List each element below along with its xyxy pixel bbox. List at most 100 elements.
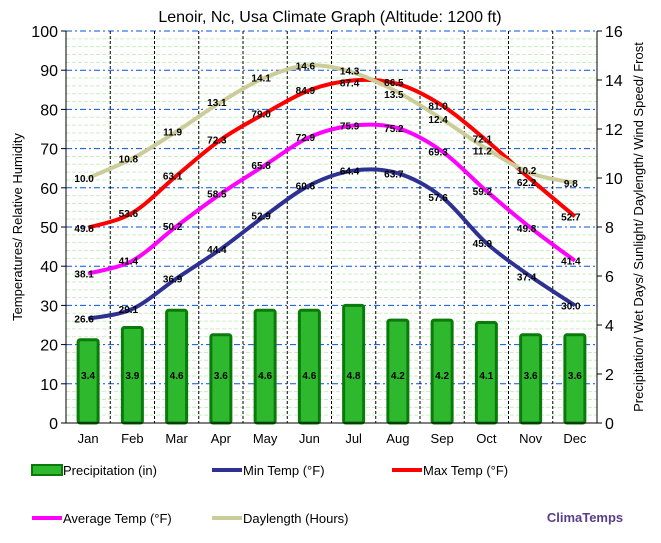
- data-label: 72.3: [207, 136, 227, 147]
- data-label: 14.3: [340, 67, 360, 78]
- y-tick-label-right: 0: [605, 416, 614, 433]
- legend-label: Max Temp (°F): [423, 463, 508, 478]
- x-tick-label: Feb: [121, 431, 143, 446]
- y-tick-label-right: 14: [605, 73, 623, 90]
- data-label: 30.0: [561, 301, 581, 312]
- y-tick-label-right: 16: [605, 24, 623, 41]
- data-label: 41.4: [561, 257, 581, 268]
- x-tick-label: Nov: [519, 431, 543, 446]
- data-label: 13.1: [207, 98, 227, 109]
- data-label: 50.2: [163, 222, 183, 233]
- data-label: 10.8: [119, 154, 139, 165]
- data-label: 49.8: [74, 224, 94, 235]
- brand-logo: ClimaTemps: [547, 510, 623, 525]
- y-tick-label-left: 70: [40, 142, 58, 159]
- precipitation-bar: [342, 303, 366, 425]
- x-tick-label: May: [253, 431, 278, 446]
- data-label: 37.4: [517, 272, 537, 283]
- data-label: 29.1: [119, 305, 139, 316]
- data-label: 69.3: [428, 147, 448, 158]
- x-tick-label: Jun: [299, 431, 320, 446]
- x-tick-label: Jul: [345, 431, 362, 446]
- x-tick-label: Mar: [165, 431, 188, 446]
- x-tick-label: Oct: [476, 431, 497, 446]
- data-label: 53.6: [119, 209, 139, 220]
- precipitation-bar: [165, 308, 189, 425]
- data-label: 13.5: [384, 90, 404, 101]
- data-label: 72.1: [473, 134, 493, 145]
- series-line-2: [87, 77, 577, 230]
- y-tick-label-right: 12: [605, 122, 623, 139]
- series-line-4: [87, 63, 576, 185]
- legend-label: Daylength (Hours): [243, 511, 349, 526]
- y-tick-label-left: 30: [40, 298, 58, 315]
- precipitation-bar: [253, 308, 277, 425]
- data-label: 57.6: [428, 193, 448, 204]
- data-label: 63.7: [384, 169, 404, 180]
- legend-swatch: [31, 464, 63, 476]
- precipitation-label: 4.2: [435, 371, 449, 382]
- data-label: 41.4: [119, 257, 139, 268]
- data-label: 36.9: [163, 274, 183, 285]
- data-label: 84.9: [296, 86, 316, 97]
- data-label: 52.9: [251, 212, 271, 223]
- x-tick-label: Jan: [78, 431, 99, 446]
- legend-label: Min Temp (°F): [243, 463, 325, 478]
- x-tick-label: Dec: [563, 431, 587, 446]
- data-label: 62.2: [517, 178, 537, 189]
- x-tick-label: Aug: [386, 431, 409, 446]
- legend-label: Precipitation (in): [63, 463, 157, 478]
- data-label: 65.8: [251, 161, 271, 172]
- data-label: 14.1: [251, 74, 271, 85]
- data-label: 49.8: [517, 224, 537, 235]
- precipitation-label: 4.6: [170, 371, 184, 382]
- y-tick-label-left: 0: [49, 416, 58, 433]
- data-label: 59.2: [473, 187, 493, 198]
- precipitation-label: 3.4: [81, 371, 95, 382]
- data-label: 86.5: [384, 78, 404, 89]
- data-label: 63.1: [163, 172, 183, 183]
- precipitation-label: 4.1: [479, 371, 493, 382]
- y-tick-label-left: 10: [40, 377, 58, 394]
- series-line-3: [87, 122, 577, 276]
- data-label: 12.4: [428, 115, 448, 126]
- data-label: 44.4: [207, 245, 227, 256]
- data-label: 10.2: [517, 166, 537, 177]
- y-tick-label-left: 20: [40, 338, 58, 355]
- x-tick-label: Apr: [211, 431, 232, 446]
- precipitation-label: 3.6: [524, 371, 538, 382]
- data-label: 60.6: [296, 181, 316, 192]
- data-label: 11.9: [163, 127, 182, 138]
- data-label: 81.0: [428, 101, 448, 112]
- precipitation-label: 4.8: [347, 371, 361, 382]
- series-line-1: [87, 167, 576, 321]
- precipitation-label: 3.6: [568, 371, 582, 382]
- data-label: 75.9: [340, 121, 360, 132]
- x-tick-label: Sep: [431, 431, 454, 446]
- chart-title: Lenoir, Nc, Usa Climate Graph (Altitude:…: [158, 9, 501, 26]
- data-label: 58.5: [207, 190, 227, 201]
- data-label: 64.4: [340, 167, 360, 178]
- data-label: 72.9: [296, 133, 316, 144]
- precipitation-label: 3.9: [125, 371, 139, 382]
- y-tick-label-left: 100: [31, 24, 58, 41]
- legend-label: Average Temp (°F): [63, 511, 172, 526]
- y-tick-label-left: 60: [40, 181, 58, 198]
- data-label: 75.2: [384, 124, 404, 135]
- y-tick-label-right: 8: [605, 220, 614, 237]
- data-label: 11.2: [473, 146, 492, 157]
- precipitation-label: 4.6: [302, 371, 316, 382]
- y-tick-label-left: 50: [40, 220, 58, 237]
- y-tick-label-right: 6: [605, 269, 614, 286]
- y-tick-label-right: 10: [605, 171, 623, 188]
- y-axis-right-label: Precipitation/ Wet Days/ Sunlight/ Dayle…: [631, 42, 646, 412]
- precipitation-label: 3.6: [214, 371, 228, 382]
- data-label: 52.7: [561, 212, 581, 223]
- data-label: 87.4: [340, 79, 360, 90]
- data-label: 38.1: [74, 270, 94, 281]
- data-label: 26.6: [74, 315, 94, 326]
- data-label: 79.0: [251, 109, 271, 120]
- data-label: 10.0: [74, 174, 94, 185]
- precipitation-label: 4.2: [391, 371, 405, 382]
